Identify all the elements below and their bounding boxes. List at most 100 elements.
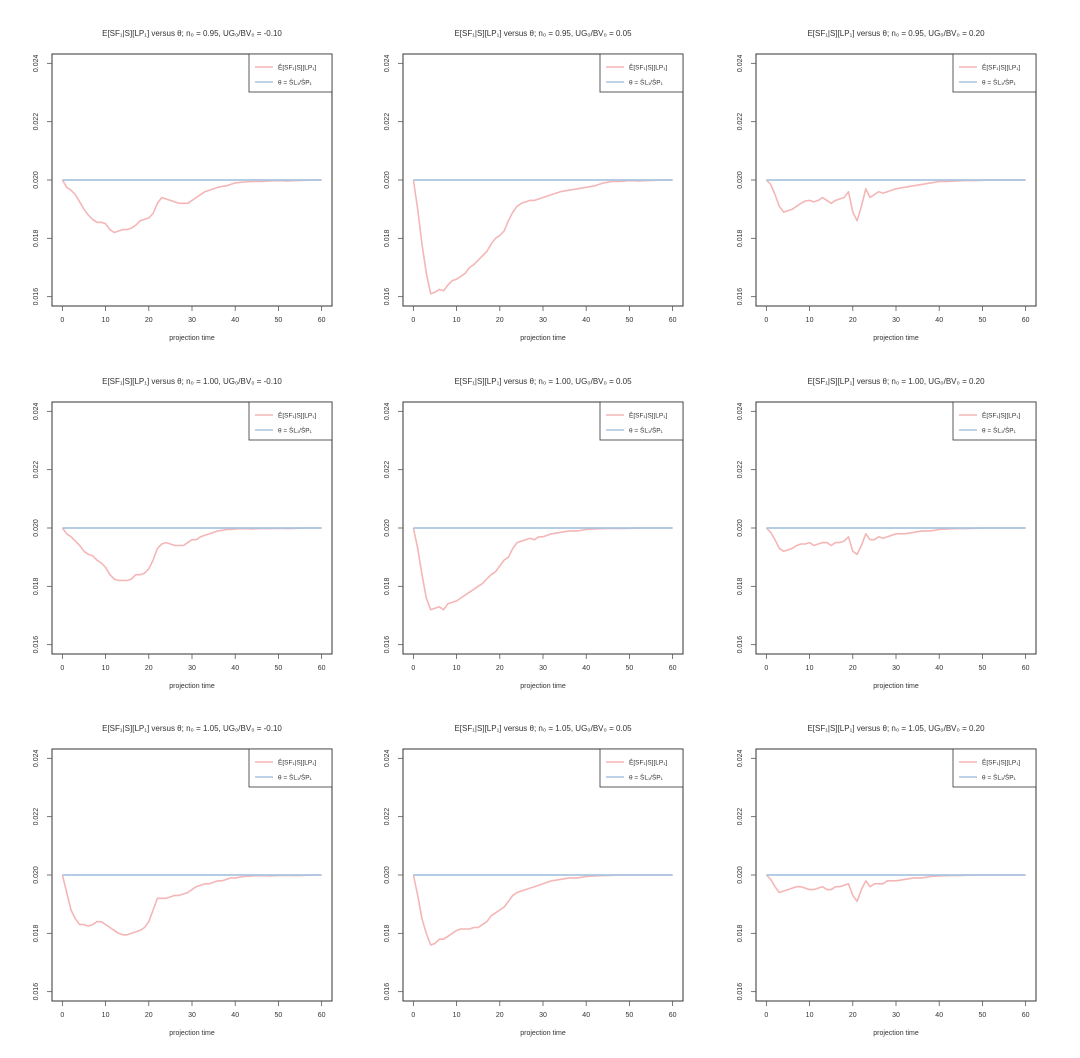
- x-tick-label: 50: [626, 317, 634, 324]
- x-tick-label: 0: [60, 665, 64, 672]
- legend-entry: Ê[SF₁|S][LP₁]: [982, 411, 1020, 420]
- x-tick-label: 0: [764, 665, 768, 672]
- x-axis-label: projection time: [520, 335, 566, 342]
- y-tick-label: 0.016: [33, 288, 40, 306]
- x-tick-label: 10: [102, 317, 110, 324]
- x-tick-label: 10: [102, 1012, 110, 1019]
- y-tick-label: 0.020: [737, 866, 744, 884]
- y-tick-label: 0.016: [33, 636, 40, 654]
- y-tick-label: 0.022: [737, 808, 744, 826]
- x-tick-label: 10: [806, 1012, 814, 1019]
- y-tick-label: 0.022: [384, 461, 391, 479]
- x-tick-label: 40: [231, 317, 239, 324]
- y-tick-label: 0.024: [737, 749, 744, 767]
- legend-box: [599, 748, 684, 788]
- legend-entry: θ = ŜL₁/ŜP₁: [982, 426, 1017, 435]
- x-tick-label: 10: [102, 665, 110, 672]
- x-tick-label: 50: [979, 1012, 987, 1019]
- x-tick-label: 20: [849, 665, 857, 672]
- x-tick-label: 0: [411, 1012, 415, 1019]
- x-tick-label: 40: [582, 665, 590, 672]
- y-tick-label: 0.022: [737, 113, 744, 131]
- x-axis-label: projection time: [169, 335, 215, 342]
- chart-panel-1: E[SF₁|S][LP₁] versus θ; n₀ = 0.95, UG₀/B…: [33, 29, 333, 342]
- legend-box: [248, 401, 333, 441]
- y-tick-label: 0.018: [737, 924, 744, 942]
- chart-title: E[SF₁|S][LP₁] versus θ; n₀ = 1.05, UG₀/B…: [102, 724, 282, 733]
- chart-title: E[SF₁|S][LP₁] versus θ; n₀ = 1.00, UG₀/B…: [807, 377, 985, 386]
- legend-box: [248, 53, 333, 93]
- legend-entry: θ = ŜL₁/ŜP₁: [629, 78, 664, 87]
- legend-box: [952, 748, 1037, 788]
- x-tick-label: 60: [669, 665, 677, 672]
- x-tick-label: 0: [60, 317, 64, 324]
- y-tick-label: 0.024: [33, 749, 40, 767]
- y-tick-label: 0.022: [33, 113, 40, 131]
- legend-entry: θ = ŜL₁/ŜP₁: [629, 426, 664, 435]
- x-axis-label: projection time: [520, 683, 566, 690]
- y-tick-label: 0.018: [384, 229, 391, 247]
- y-tick-label: 0.018: [33, 229, 40, 247]
- y-tick-label: 0.018: [33, 924, 40, 942]
- chart-panel-8: E[SF₁|S][LP₁] versus θ; n₀ = 1.05, UG₀/B…: [384, 724, 684, 1037]
- legend-entry: Ê[SF₁|S][LP₁]: [629, 411, 667, 420]
- estimate-series-line: [765, 527, 1026, 556]
- y-tick-label: 0.024: [33, 54, 40, 72]
- y-tick-label: 0.022: [33, 808, 40, 826]
- y-tick-label: 0.016: [737, 288, 744, 306]
- y-tick-label: 0.022: [737, 461, 744, 479]
- y-tick-label: 0.016: [384, 288, 391, 306]
- chart-panel-2: E[SF₁|S][LP₁] versus θ; n₀ = 0.95, UG₀/B…: [384, 29, 684, 342]
- x-tick-label: 60: [318, 1012, 326, 1019]
- chart-title: E[SF₁|S][LP₁] versus θ; n₀ = 0.95, UG₀/B…: [807, 29, 985, 38]
- x-tick-label: 20: [849, 1012, 857, 1019]
- x-axis-label: projection time: [520, 1030, 566, 1037]
- x-tick-label: 60: [318, 665, 326, 672]
- x-tick-label: 30: [539, 317, 547, 324]
- legend-entry: Ê[SF₁|S][LP₁]: [629, 758, 667, 767]
- legend-entry: θ = ŜL₁/ŜP₁: [278, 426, 313, 435]
- estimate-series-line: [412, 527, 673, 611]
- chart-title: E[SF₁|S][LP₁] versus θ; n₀ = 1.05, UG₀/B…: [454, 724, 632, 733]
- estimate-series-line: [412, 874, 673, 946]
- y-tick-label: 0.022: [384, 113, 391, 131]
- legend-entry: θ = ŜL₁/ŜP₁: [278, 78, 313, 87]
- x-tick-label: 30: [892, 1012, 900, 1019]
- legend-entry: θ = ŜL₁/ŜP₁: [982, 78, 1017, 87]
- chart-panel-9: E[SF₁|S][LP₁] versus θ; n₀ = 1.05, UG₀/B…: [737, 724, 1037, 1037]
- y-tick-label: 0.024: [384, 402, 391, 420]
- x-tick-label: 40: [231, 665, 239, 672]
- x-tick-label: 20: [145, 665, 153, 672]
- estimate-series-line: [61, 179, 322, 234]
- estimate-series-line: [61, 874, 322, 936]
- legend-entry: Ê[SF₁|S][LP₁]: [278, 758, 316, 767]
- x-tick-label: 30: [188, 1012, 196, 1019]
- x-tick-label: 30: [892, 665, 900, 672]
- x-tick-label: 50: [275, 1012, 283, 1019]
- y-tick-label: 0.024: [384, 749, 391, 767]
- x-tick-label: 40: [935, 1012, 943, 1019]
- x-tick-label: 0: [764, 1012, 768, 1019]
- legend-box: [952, 401, 1037, 441]
- x-tick-label: 10: [806, 665, 814, 672]
- legend-entry: Ê[SF₁|S][LP₁]: [982, 63, 1020, 72]
- x-tick-label: 50: [979, 665, 987, 672]
- y-tick-label: 0.016: [737, 983, 744, 1001]
- x-tick-label: 50: [626, 1012, 634, 1019]
- legend-entry: Ê[SF₁|S][LP₁]: [629, 63, 667, 72]
- y-tick-label: 0.024: [384, 54, 391, 72]
- x-tick-label: 30: [539, 665, 547, 672]
- x-tick-label: 50: [979, 317, 987, 324]
- y-tick-label: 0.022: [33, 461, 40, 479]
- x-tick-label: 50: [626, 665, 634, 672]
- x-tick-label: 0: [411, 665, 415, 672]
- y-tick-label: 0.020: [33, 171, 40, 189]
- y-tick-label: 0.022: [384, 808, 391, 826]
- x-tick-label: 60: [318, 317, 326, 324]
- x-axis-label: projection time: [873, 335, 919, 342]
- y-tick-label: 0.020: [33, 519, 40, 537]
- x-tick-label: 0: [411, 317, 415, 324]
- legend-entry: Ê[SF₁|S][LP₁]: [278, 63, 316, 72]
- y-tick-label: 0.020: [384, 171, 391, 189]
- y-tick-label: 0.018: [384, 924, 391, 942]
